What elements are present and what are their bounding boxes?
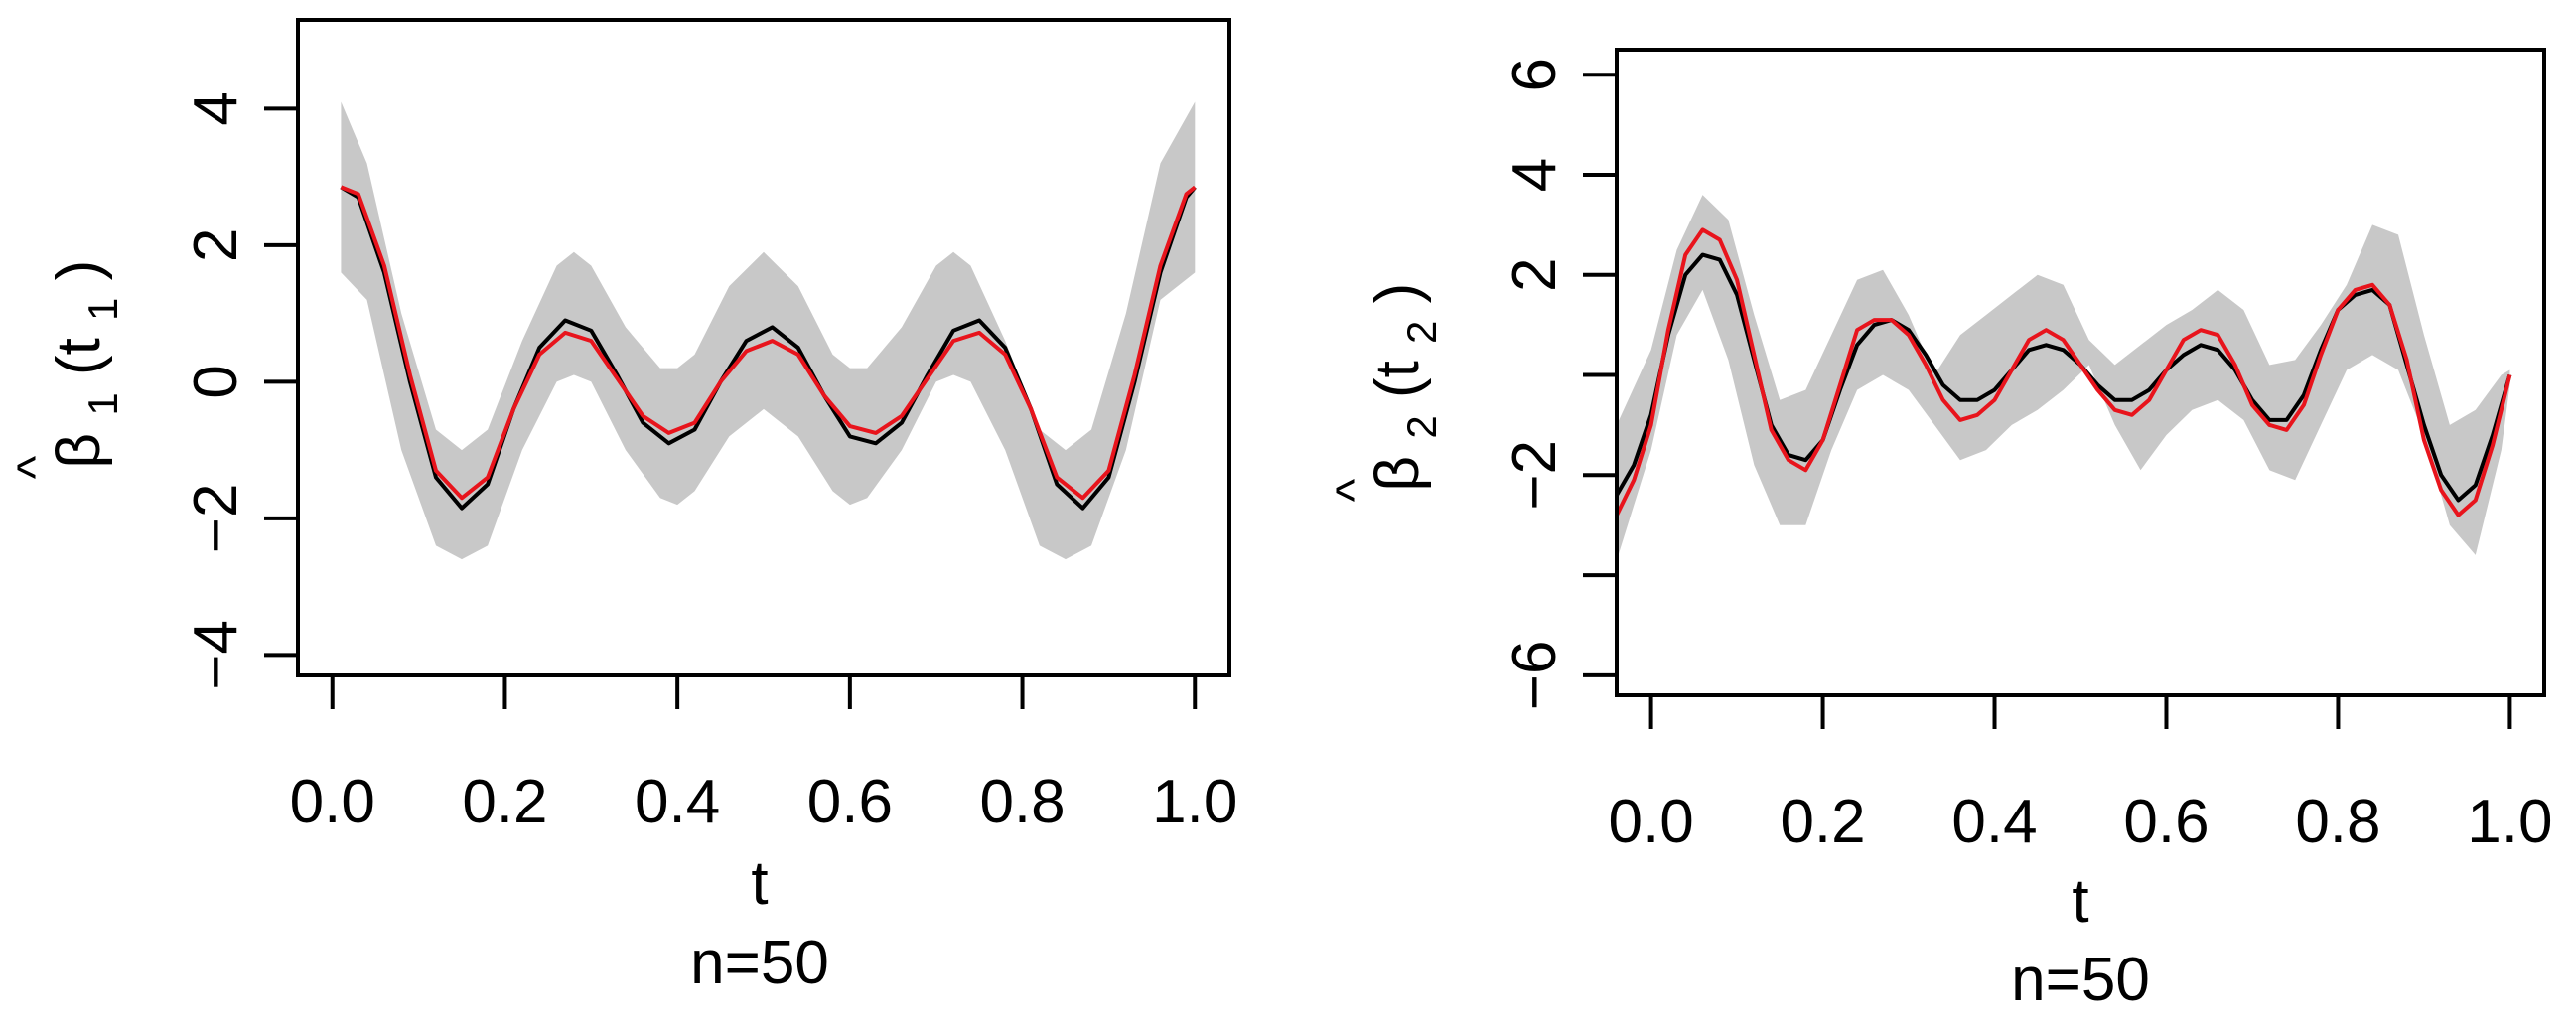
x-tick-label: 0.2 (462, 768, 547, 836)
x-tick-label: 0.6 (2123, 788, 2209, 856)
y-axis-title-beta1: ^ β 1 (t 1 ) (0, 260, 131, 480)
y-axis-title-arg-sub: 2 (1398, 321, 1445, 344)
x-tick-label: 0.8 (2295, 788, 2380, 856)
y-axis-title-symbol: β (45, 433, 113, 469)
true-line-beta2 (1615, 227, 2512, 517)
x-tick-label: 0.4 (1951, 788, 2037, 856)
x-tick-label: 1.0 (1152, 768, 1237, 836)
caption-beta1: n=50 (690, 929, 829, 997)
plot-area-beta2 (1615, 195, 2512, 560)
y-axis-title-symbol: β (1363, 456, 1432, 492)
y-axis-title-sub: 1 (79, 392, 126, 415)
y-tick-label: −2 (182, 484, 250, 554)
x-tick-label: 0.6 (807, 768, 893, 836)
x-tick-label: 1.0 (2467, 788, 2552, 856)
true-line-beta1 (340, 185, 1197, 501)
y-tick-label: −2 (1501, 440, 1569, 511)
y-axis-beta2: −6 −2 2 4 6 (1501, 58, 1619, 710)
y-axis-title-beta2: ^ β 2 (t 2 ) (1316, 283, 1450, 503)
y-axis-title-sub: 2 (1398, 415, 1445, 438)
y-tick-label: −6 (1501, 640, 1569, 710)
x-tick-label: 0.0 (1608, 788, 1693, 856)
y-tick-label: 0 (182, 365, 250, 398)
y-tick-label: 2 (182, 228, 250, 262)
y-tick-label: 4 (1501, 158, 1569, 192)
y-tick-label: 2 (1501, 258, 1569, 292)
y-axis-title-close: ) (45, 260, 113, 281)
y-axis-title-hat: ^ (7, 455, 63, 479)
x-axis-beta1: 0.0 0.2 0.4 0.6 0.8 1.0 (290, 673, 1237, 836)
plot-area-beta1 (340, 101, 1197, 560)
caption-beta2: n=50 (2011, 946, 2150, 1014)
estimate-line-beta1 (340, 185, 1197, 511)
y-axis-title-close: ) (1363, 283, 1432, 304)
x-axis-beta2: 0.0 0.2 0.4 0.6 0.8 1.0 (1608, 693, 2553, 856)
y-tick-label: 6 (1501, 58, 1569, 91)
y-axis-title-hat: ^ (1326, 478, 1381, 502)
y-axis-beta1: −4 −2 0 2 4 (182, 91, 300, 690)
x-axis-title-beta1: t (751, 849, 768, 918)
x-tick-label: 0.8 (979, 768, 1065, 836)
x-tick-label: 0.2 (1780, 788, 1865, 856)
y-tick-label: −4 (182, 620, 250, 690)
y-axis-title-arg-sub: 1 (79, 298, 126, 321)
x-tick-label: 0.4 (635, 768, 720, 836)
confidence-band-beta2 (1617, 195, 2510, 560)
y-axis-title-open: (t (1363, 361, 1432, 398)
x-axis-title-beta2: t (2072, 867, 2088, 936)
x-tick-label: 0.0 (290, 768, 375, 836)
y-axis-title-open: (t (45, 338, 113, 375)
y-tick-label: 4 (182, 91, 250, 125)
